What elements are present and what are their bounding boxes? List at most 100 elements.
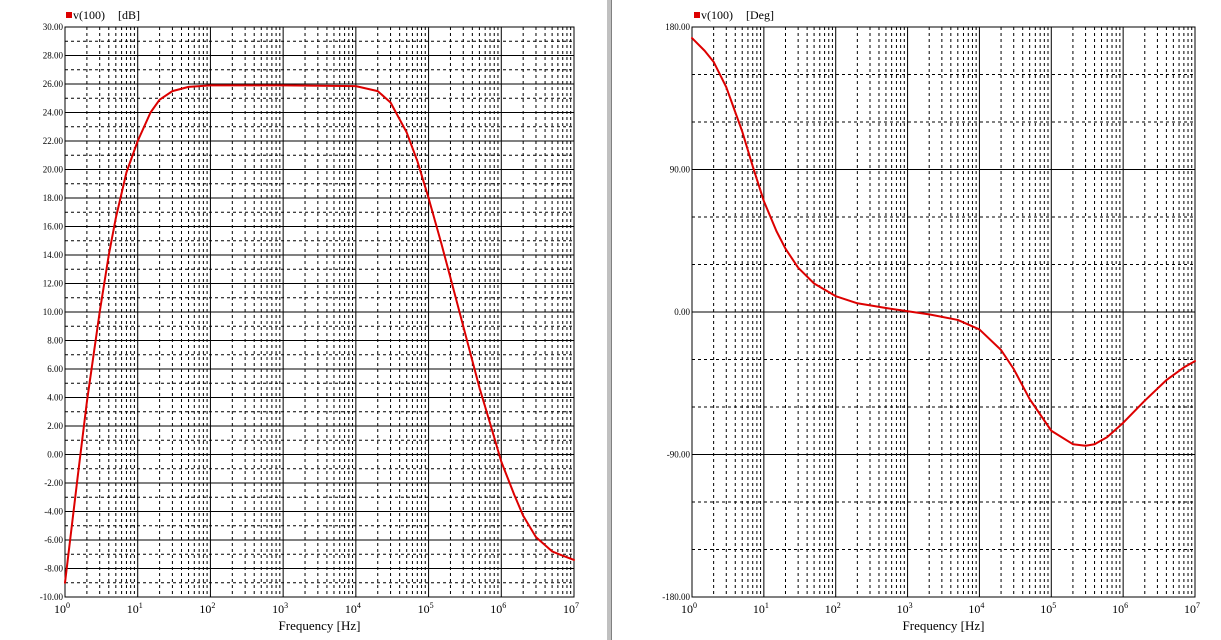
trace-point xyxy=(405,131,408,134)
splitter[interactable] xyxy=(606,0,612,640)
trace-point xyxy=(282,84,284,87)
trace-point xyxy=(751,165,754,168)
x-tick-label: 10 3 xyxy=(272,601,288,616)
legend-marker xyxy=(66,12,72,18)
x-tick-base: 10 xyxy=(563,602,575,616)
x-tick-base: 10 xyxy=(897,602,909,616)
trace-point xyxy=(535,536,537,538)
trace-point xyxy=(703,49,706,52)
x-tick-base: 10 xyxy=(54,602,66,616)
y-tick-label: 4.00 xyxy=(47,393,63,403)
y-tick-label: 0.00 xyxy=(674,307,690,317)
trace-point xyxy=(551,550,553,553)
trace-point xyxy=(449,277,452,279)
trace-point xyxy=(1084,444,1087,447)
trace-point xyxy=(98,311,101,313)
trace-point xyxy=(1165,379,1168,381)
trace-point xyxy=(573,559,575,561)
grid xyxy=(64,26,575,598)
y-tick-label: 2.00 xyxy=(47,421,63,431)
trace-point xyxy=(513,493,515,496)
trace-point xyxy=(209,84,212,87)
trace-point xyxy=(86,400,88,403)
trace-point xyxy=(978,328,981,331)
legend: v(100) [Deg] xyxy=(694,8,774,22)
trace-point xyxy=(1093,443,1096,446)
legend-series-name: v(100) xyxy=(701,8,733,22)
magnitude-plot-panel: 30.00 28.00 26.00 24.00 22.00 20.00 18.00 16.00… xyxy=(0,0,606,640)
x-tick-exponent: 2 xyxy=(837,601,841,610)
x-tick-label: 10 2 xyxy=(199,601,215,616)
trace-point xyxy=(187,86,190,88)
x-tick-base: 10 xyxy=(127,602,139,616)
trace-point xyxy=(775,230,778,233)
trace-point xyxy=(158,98,161,101)
trace-point xyxy=(885,307,887,309)
x-tick-label: 10 5 xyxy=(1040,601,1056,616)
x-tick-exponent: 2 xyxy=(211,601,215,610)
trace-point xyxy=(928,313,930,316)
magnitude-plot: 30.0028.0026.0024.0022.0020.0018.0016.00… xyxy=(40,8,579,633)
x-tick-base: 10 xyxy=(825,602,837,616)
trace-point xyxy=(500,460,503,463)
y-tick-label: -6.00 xyxy=(44,535,63,545)
trace-point xyxy=(171,90,174,92)
y-tick-label: -8.00 xyxy=(44,564,63,574)
x-tick-exponent: 6 xyxy=(1124,601,1128,610)
trace-point xyxy=(64,581,66,584)
x-tick-exponent: 3 xyxy=(909,601,913,610)
legend-series-name: v(100) xyxy=(73,8,105,22)
trace-point xyxy=(389,101,392,104)
x-tick-label: 10 7 xyxy=(563,601,579,616)
x-axis-label: Frequency [Hz] xyxy=(903,618,985,633)
x-tick-label: 10 4 xyxy=(968,601,984,616)
x-tick-exponent: 5 xyxy=(1052,601,1056,610)
x-tick-exponent: 5 xyxy=(430,601,434,610)
trace-point xyxy=(1012,368,1015,370)
x-tick-label: 10 2 xyxy=(825,601,841,616)
trace-point xyxy=(1143,399,1146,402)
x-tick-exponent: 7 xyxy=(575,601,579,610)
y-tick-label: 8.00 xyxy=(47,336,63,346)
y-tick-label: 20.00 xyxy=(43,165,64,175)
y-tick-label: -180.00 xyxy=(662,592,690,602)
x-tick-base: 10 xyxy=(968,602,980,616)
x-tick-label: 10 1 xyxy=(753,601,769,616)
trace-point xyxy=(834,295,837,297)
y-tick-label: 90.00 xyxy=(670,165,691,175)
trace-point xyxy=(440,242,443,245)
trace-point xyxy=(797,266,799,269)
y-tick-label: 28.00 xyxy=(43,51,64,61)
trace-points xyxy=(64,84,575,584)
y-tick-label: 24.00 xyxy=(43,108,64,118)
y-tick-label: 18.00 xyxy=(43,193,64,203)
x-tick-label: 10 5 xyxy=(418,601,434,616)
trace-point xyxy=(149,111,152,114)
trace-point xyxy=(522,514,524,517)
legend-unit: [dB] xyxy=(118,8,140,22)
x-tick-base: 10 xyxy=(490,602,502,616)
x-tick-exponent: 4 xyxy=(357,601,361,610)
x-tick-exponent: 0 xyxy=(693,601,697,610)
trace-point xyxy=(813,282,815,285)
y-tick-label: -90.00 xyxy=(667,450,691,460)
trace-point xyxy=(1194,360,1196,362)
plot-frame xyxy=(64,26,575,598)
legend-marker xyxy=(694,12,700,18)
x-tick-base: 10 xyxy=(272,602,284,616)
trace-point xyxy=(1106,436,1108,438)
trace-point xyxy=(115,217,117,219)
x-tick-exponent: 4 xyxy=(980,601,984,610)
x-tick-base: 10 xyxy=(1184,602,1196,616)
y-tick-label: 14.00 xyxy=(43,250,64,260)
phase-plot-panel: 180.00 90.00 0.00 -90.00 -180.00 10 0 10 1 10 2 10 3… xyxy=(612,0,1221,640)
x-axis-label: Frequency [Hz] xyxy=(279,618,361,633)
x-tick-exponent: 1 xyxy=(765,601,769,610)
x-tick-exponent: 0 xyxy=(66,601,70,610)
x-tick-label: 10 0 xyxy=(54,601,70,616)
trace-point xyxy=(725,86,728,88)
y-tick-label: 22.00 xyxy=(43,136,64,146)
trace-point xyxy=(712,61,715,63)
